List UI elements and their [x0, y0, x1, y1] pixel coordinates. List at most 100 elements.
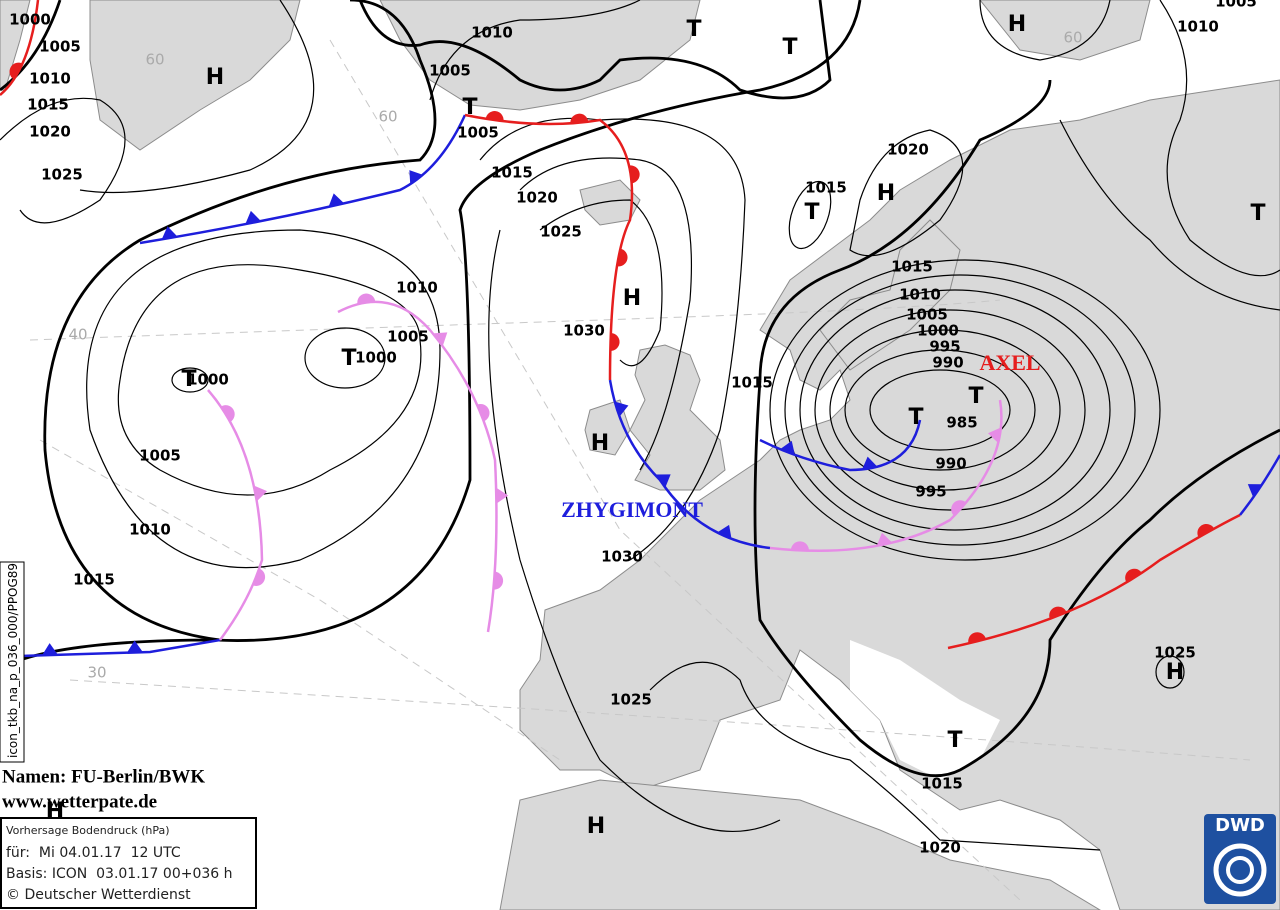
front-semicircle	[221, 405, 235, 422]
isobar	[869, 369, 1011, 451]
front-symbol	[252, 568, 266, 586]
front-triangle	[656, 474, 671, 488]
warm-front	[0, 0, 40, 96]
isobar-label: 1005	[139, 447, 181, 465]
dwd-logo: DWD	[1204, 814, 1276, 904]
isobar-label: 995	[929, 338, 960, 356]
front-symbol	[779, 440, 795, 455]
isobar-label: 1000	[355, 349, 397, 367]
front-symbol	[432, 332, 448, 347]
greenland	[89, 0, 301, 151]
isobar-label: 1020	[887, 141, 929, 159]
front-symbol	[790, 541, 809, 551]
front-triangle	[876, 532, 893, 547]
front-symbol	[570, 113, 589, 124]
front-symbol	[614, 401, 629, 417]
isobar	[814, 309, 1086, 511]
isobar-label: 1025	[540, 223, 582, 241]
front-semicircle	[790, 541, 809, 551]
logo-swirl	[1213, 843, 1267, 897]
front-triangle	[328, 193, 345, 207]
isobar-label: 1015	[731, 374, 773, 392]
front-symbol	[656, 474, 671, 488]
europe	[519, 79, 1280, 910]
pressure-center: H	[1008, 12, 1026, 37]
front-triangle	[987, 427, 1002, 444]
britain	[629, 344, 726, 491]
isobar	[86, 229, 441, 569]
front-symbol	[610, 332, 620, 351]
pressure-center: T	[782, 35, 797, 60]
front-symbol	[987, 427, 1002, 444]
isobar-label: 1030	[563, 322, 605, 340]
system-name: ZHYGIMONT	[561, 497, 703, 522]
isobar	[829, 329, 1061, 491]
isobar-1015	[358, 0, 832, 100]
latitude-label: 30	[87, 664, 106, 682]
front-symbol	[245, 210, 262, 225]
front-triangle	[614, 401, 629, 417]
front-symbol	[1197, 523, 1215, 538]
isobar	[519, 157, 693, 471]
front-semicircle	[629, 165, 640, 184]
front-triangle	[432, 332, 448, 347]
isobar	[429, 0, 641, 101]
isobar-label: 1000	[187, 371, 229, 389]
isobar	[844, 349, 1036, 471]
isobar-label: 1015	[491, 164, 533, 182]
isobar-label: 1005	[387, 328, 429, 346]
fronts	[0, 0, 1280, 658]
pressure-center: H	[623, 286, 641, 311]
front-triangle	[861, 456, 878, 470]
front-symbol	[221, 405, 235, 422]
front-symbol	[876, 532, 893, 547]
isobar-label: 1015	[805, 179, 847, 197]
front-semicircle	[951, 500, 967, 516]
front-triangle	[245, 210, 262, 225]
isobar	[479, 117, 746, 561]
cold-front	[139, 114, 467, 245]
isobar-label: 1020	[29, 123, 71, 141]
grid-line	[329, 39, 1021, 901]
product-box	[0, 561, 25, 763]
front-symbol	[9, 62, 23, 80]
isobar-label: 1015	[921, 775, 963, 793]
front-semicircle	[1049, 606, 1067, 619]
front-semicircle	[9, 62, 23, 80]
isobar	[539, 199, 663, 367]
isobar-label: 1015	[27, 96, 69, 114]
isobar-label: 1030	[601, 548, 643, 566]
front-triangle	[409, 170, 423, 185]
isobar	[117, 264, 422, 496]
front-semicircle	[485, 111, 504, 122]
occluded-front	[207, 389, 264, 641]
isobar-label: 1020	[919, 839, 961, 857]
info-box	[0, 817, 257, 909]
isobar-label: 1010	[396, 279, 438, 297]
isobar	[979, 0, 1111, 61]
front-symbol	[861, 456, 878, 470]
front-symbol	[477, 404, 490, 422]
front-semicircle	[968, 632, 986, 644]
front-symbol	[161, 226, 178, 240]
logo-swirl	[1226, 856, 1254, 884]
front-semicircle	[616, 248, 628, 267]
isobar-1015	[43, 0, 437, 642]
pressure-center: H	[206, 65, 224, 90]
front-semicircle	[1125, 568, 1142, 583]
isobar	[1155, 655, 1185, 689]
isobar	[784, 274, 1136, 546]
isobar-1015	[0, 0, 62, 92]
front-semicircle	[1197, 523, 1215, 538]
isobar-label: 1025	[41, 166, 83, 184]
isobar-label: 1020	[516, 189, 558, 207]
front-semicircle	[570, 113, 589, 124]
isobar	[304, 327, 386, 389]
pressure-center: T	[462, 95, 477, 120]
front-semicircle	[477, 404, 490, 422]
info-title: Vorhersage Bodendruck (hPa)	[6, 824, 170, 837]
credits-web: www.wetterpate.de	[2, 791, 157, 812]
front-triangle	[496, 487, 509, 504]
